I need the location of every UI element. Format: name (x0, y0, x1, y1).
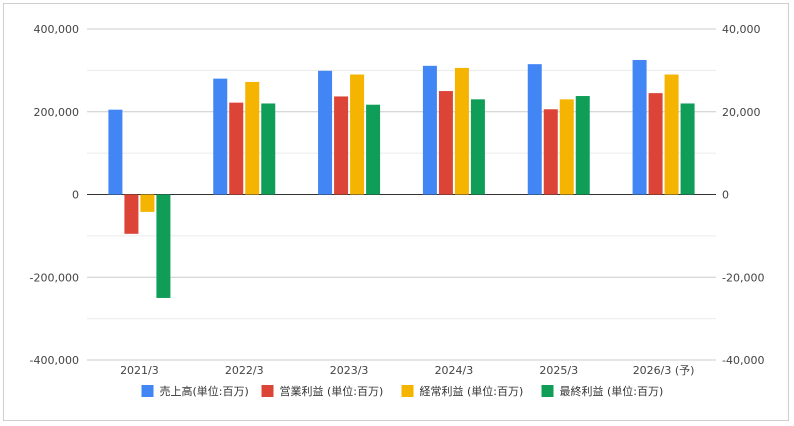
bar-4-2 (261, 103, 276, 195)
legend-label: 最終利益 (単位:百万) (560, 384, 664, 398)
right-axis-tick-label: -20,000 (722, 271, 764, 284)
x-axis-tick-label: 2024/3 (435, 364, 474, 377)
bar-1-5 (527, 64, 542, 195)
legend-item-1[interactable]: 売上高(単位:百万) (141, 384, 249, 398)
left-axis-tick-label: -200,000 (30, 271, 79, 284)
bar-1-1 (108, 109, 123, 195)
bar-3-3 (350, 74, 365, 195)
left-axis-tick-label: 0 (72, 189, 79, 202)
x-axis-ticks: 2021/3 2022/3 2023/3 2024/3 2025/3 2026/3 (予) (120, 364, 694, 377)
legend-swatch (261, 385, 274, 397)
legend-label: 経常利益 (単位:百万) (420, 384, 524, 398)
gridlines (87, 28, 716, 361)
bar-1-4 (422, 65, 437, 195)
bars (108, 60, 695, 298)
bar-4-1 (156, 194, 171, 298)
legend-label: 営業利益 (単位:百万) (280, 384, 384, 398)
bar-3-6 (664, 74, 679, 195)
bar-2-6 (648, 93, 663, 195)
x-axis-tick-label: 2025/3 (539, 364, 578, 377)
bar-2-1 (124, 194, 139, 234)
bar-3-1 (140, 194, 155, 212)
bar-4-6 (680, 103, 695, 195)
left-axis-tick-label: 400,000 (34, 23, 80, 36)
legend[interactable]: 売上高(単位:百万) 営業利益 (単位:百万) 経常利益 (単位:百万) 最終利益 (… (141, 384, 664, 398)
x-axis-tick-label: 2021/3 (120, 364, 159, 377)
legend-swatch (141, 385, 154, 397)
bar-4-3 (366, 104, 381, 195)
right-axis-tick-label: 40,000 (722, 23, 761, 36)
bar-4-5 (575, 96, 590, 195)
bar-3-5 (559, 99, 574, 195)
legend-item-3[interactable]: 経常利益 (単位:百万) (401, 384, 524, 398)
bar-2-3 (334, 96, 349, 195)
bar-3-4 (454, 67, 469, 195)
legend-item-4[interactable]: 最終利益 (単位:百万) (541, 384, 664, 398)
bar-4-4 (470, 99, 485, 195)
x-axis-tick-label: 2023/3 (330, 364, 369, 377)
bar-1-2 (213, 78, 228, 195)
legend-item-2[interactable]: 営業利益 (単位:百万) (261, 384, 384, 398)
right-axis-tick-label: 0 (722, 189, 729, 202)
right-axis-ticks: 40,000 20,000 0 -20,000 -40,000 (722, 23, 764, 367)
x-axis-tick-label: 2022/3 (225, 364, 264, 377)
left-axis-ticks: 400,000 200,000 0 -200,000 -400,000 (30, 23, 79, 367)
left-axis-tick-label: 200,000 (34, 106, 80, 119)
legend-swatch (541, 385, 554, 397)
legend-swatch (401, 385, 414, 397)
right-axis-tick-label: 20,000 (722, 106, 761, 119)
bar-2-5 (543, 109, 558, 195)
left-axis-tick-label: -400,000 (30, 354, 79, 367)
bar-1-3 (318, 70, 333, 195)
bar-2-2 (229, 102, 244, 195)
legend-label: 売上高(単位:百万) (160, 384, 249, 398)
bar-3-2 (245, 81, 260, 195)
bar-1-6 (632, 60, 647, 195)
right-axis-tick-label: -40,000 (722, 354, 764, 367)
x-axis-tick-label: 2026/3 (予) (633, 364, 695, 377)
bar-2-4 (438, 91, 453, 195)
